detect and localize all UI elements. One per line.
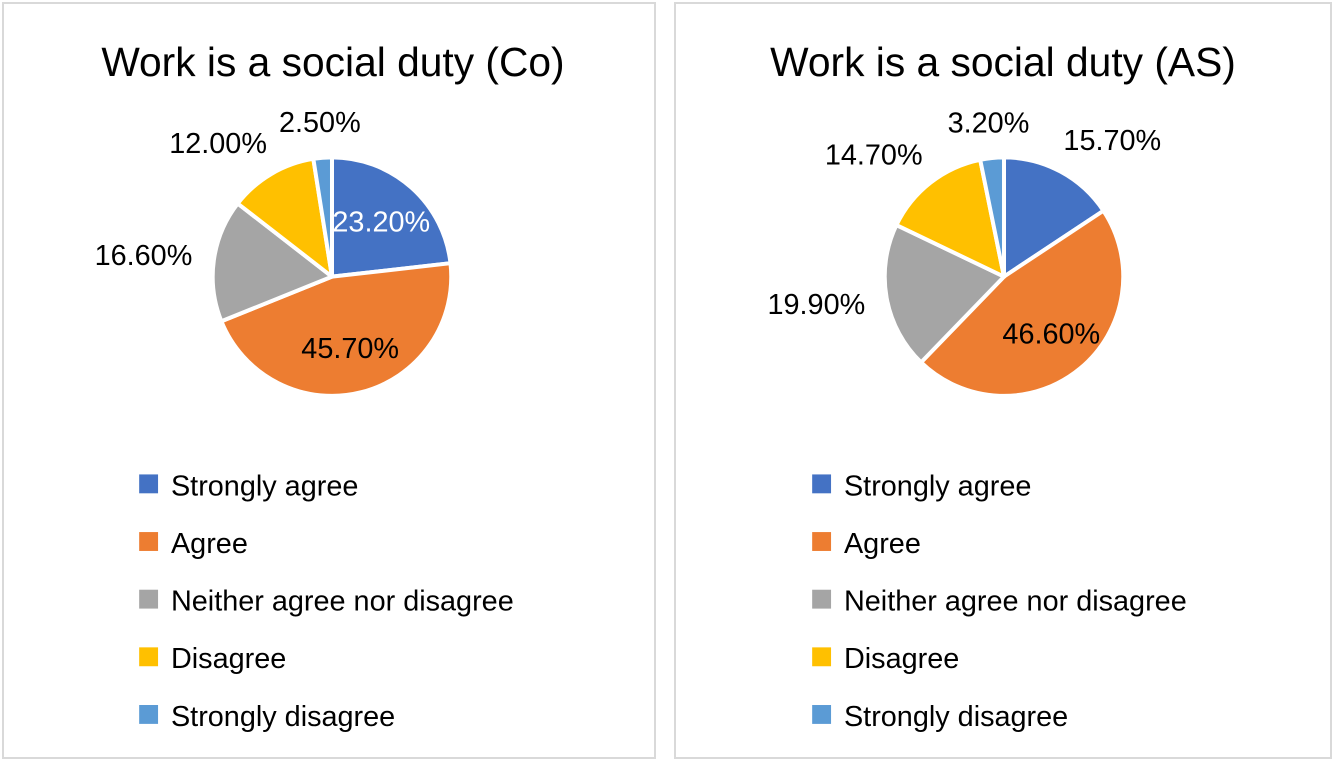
- legend-swatch-neither-agree-nor-disagree: [812, 589, 832, 609]
- data-label-strongly-disagree: 3.20%: [948, 107, 1030, 139]
- legend-swatch-strongly-agree: [139, 474, 159, 494]
- legend-label-strongly-agree: Strongly agree: [171, 470, 358, 502]
- legend-label-agree: Agree: [844, 528, 921, 560]
- data-label-strongly-agree: 15.70%: [1063, 125, 1161, 157]
- chart-panel-co: Work is a social duty (Co) 23.20% 45.70% 1…: [2, 2, 656, 759]
- pie-chart-co: Work is a social duty (Co) 23.20% 45.70% 1…: [95, 39, 565, 733]
- data-label-strongly-disagree: 2.50%: [279, 107, 361, 139]
- legend-label-strongly-agree: Strongly agree: [844, 470, 1031, 502]
- legend-label-neither-agree-nor-disagree: Neither agree nor disagree: [171, 586, 514, 618]
- legend-label-strongly-disagree: Strongly disagree: [171, 701, 395, 733]
- chart-panel-as: Work is a social duty (AS) 15.70% 46.60% 1…: [674, 2, 1332, 759]
- pie-slice-disagree: [235, 156, 334, 279]
- data-label-neither-agree-nor-disagree: 19.90%: [768, 289, 866, 321]
- chart-title: Work is a social duty (AS): [770, 39, 1236, 85]
- pie-chart-as: Work is a social duty (AS) 15.70% 46.60% 1…: [768, 39, 1236, 733]
- legend-swatch-neither-agree-nor-disagree: [139, 589, 159, 609]
- legend-swatch-agree: [139, 532, 159, 551]
- chart-title: Work is a social duty (Co): [101, 39, 564, 85]
- pie-slice-neither-agree-nor-disagree: [210, 201, 334, 324]
- legend-label-disagree: Disagree: [844, 643, 959, 675]
- legend-swatch-disagree: [812, 647, 832, 667]
- legend-swatch-strongly-disagree: [139, 705, 159, 724]
- legend-label-neither-agree-nor-disagree: Neither agree nor disagree: [844, 586, 1187, 618]
- data-label-agree: 46.60%: [1002, 318, 1100, 350]
- data-label-agree: 45.70%: [301, 333, 399, 365]
- pie-slice-agree: [219, 261, 454, 398]
- pie-slice-strongly-agree: [329, 155, 453, 279]
- pie-slice-disagree: [894, 157, 1006, 279]
- legend-swatch-agree: [812, 532, 832, 551]
- data-label-disagree: 12.00%: [169, 128, 267, 160]
- legend-swatch-disagree: [139, 647, 159, 667]
- pie-slice-strongly-agree: [1002, 155, 1106, 279]
- pie-slice-strongly-disagree: [311, 155, 334, 279]
- data-label-disagree: 14.70%: [825, 139, 923, 171]
- pie-slice-agree: [919, 208, 1126, 398]
- legend-label-agree: Agree: [171, 528, 248, 560]
- data-label-strongly-agree: 23.20%: [332, 206, 430, 238]
- legend-swatch-strongly-agree: [812, 474, 832, 494]
- legend-label-strongly-disagree: Strongly disagree: [844, 701, 1068, 733]
- pie-slice-strongly-disagree: [978, 155, 1006, 279]
- pie-slice-neither-agree-nor-disagree: [882, 223, 1006, 365]
- data-label-neither-agree-nor-disagree: 16.60%: [95, 240, 193, 272]
- legend-label-disagree: Disagree: [171, 643, 286, 675]
- legend-swatch-strongly-disagree: [812, 705, 832, 724]
